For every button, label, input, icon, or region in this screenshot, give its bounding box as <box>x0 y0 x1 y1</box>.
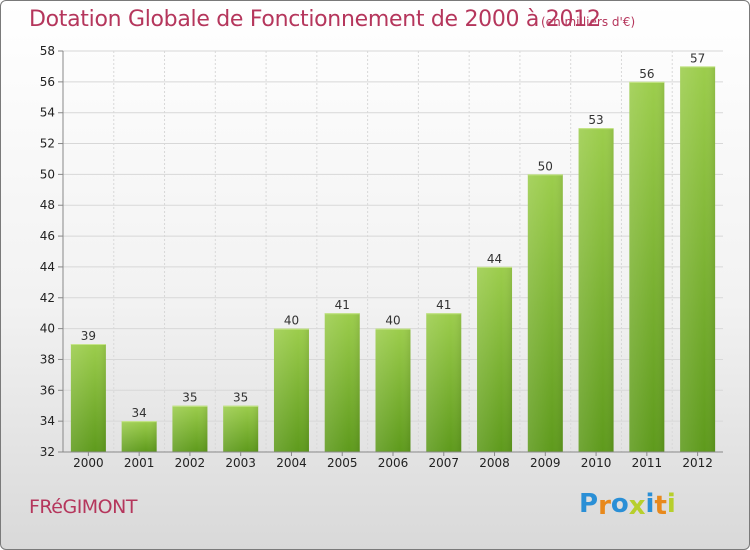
y-tick-label: 44 <box>40 260 55 274</box>
x-tick-label: 2010 <box>581 456 612 470</box>
logo-letter: x <box>628 491 646 521</box>
x-tick-label: 2004 <box>276 456 307 470</box>
x-tick-label: 2011 <box>632 456 663 470</box>
bar-shade <box>629 81 665 452</box>
y-tick-label: 40 <box>40 322 55 336</box>
x-tick-label: 2007 <box>428 456 459 470</box>
y-tick-label: 58 <box>40 44 55 58</box>
y-tick-label: 38 <box>40 352 55 366</box>
y-tick-label: 46 <box>40 229 55 243</box>
commune-name: FRéGIMONT <box>29 496 137 518</box>
logo-letter: o <box>610 489 629 519</box>
bar-shade <box>375 328 411 452</box>
bar-shade <box>121 421 157 452</box>
y-tick-label: 50 <box>40 167 55 181</box>
data-label: 35 <box>182 391 197 405</box>
x-tick-label: 2009 <box>530 456 561 470</box>
y-tick-label: 32 <box>40 445 55 459</box>
bar-shade <box>70 344 106 452</box>
bar-shade <box>680 66 716 452</box>
logo-letter: r <box>598 491 611 521</box>
logo-letter: i <box>645 489 655 519</box>
bar-shade <box>527 174 563 452</box>
bar-chart: 39 34 35 35 40 41 40 41 44 50 53 56 57 32 34 36 38 40 42 4… <box>40 44 723 470</box>
x-tick-label: 2003 <box>225 456 256 470</box>
unit-note: (en milliers d'€) <box>541 15 636 29</box>
data-label: 39 <box>81 329 96 343</box>
data-label: 41 <box>436 298 451 312</box>
x-tick-label: 2005 <box>327 456 358 470</box>
bar-shade <box>477 266 513 452</box>
y-tick-label: 36 <box>40 383 55 397</box>
data-label: 57 <box>690 51 705 65</box>
data-label: 40 <box>284 314 299 328</box>
x-tick-label: 2001 <box>124 456 155 470</box>
bar-shade <box>324 313 360 452</box>
data-label: 40 <box>385 314 400 328</box>
x-tick-label: 2008 <box>479 456 510 470</box>
bars: 39 34 35 35 40 41 40 41 44 50 53 56 57 <box>70 51 716 452</box>
x-tick-label: 2012 <box>682 456 713 470</box>
logo-letter: t <box>654 491 667 521</box>
bar-shade <box>223 405 259 452</box>
bar-shade <box>426 313 462 452</box>
y-tick-label: 48 <box>40 198 55 212</box>
bar-shade <box>273 328 309 452</box>
y-tick-label: 56 <box>40 75 55 89</box>
x-tick-label: 2006 <box>378 456 409 470</box>
proxiti-logo: Proxiti <box>579 489 676 521</box>
data-label: 50 <box>538 159 553 173</box>
data-label: 53 <box>588 113 603 127</box>
data-label: 56 <box>639 67 654 81</box>
bar-shade <box>578 128 614 452</box>
bar-shade <box>172 405 208 452</box>
y-tick-label: 54 <box>40 106 55 120</box>
data-label: 41 <box>335 298 350 312</box>
logo-letter: P <box>579 489 599 519</box>
y-tick-label: 42 <box>40 291 55 305</box>
y-tick-label: 52 <box>40 137 55 151</box>
x-tick-label: 2000 <box>73 456 104 470</box>
data-label: 44 <box>487 252 502 266</box>
y-tick-label: 34 <box>40 414 55 428</box>
logo-letter: i <box>666 489 676 519</box>
data-label: 35 <box>233 391 248 405</box>
chart-title: Dotation Globale de Fonctionnement de 20… <box>29 7 601 32</box>
axes: 32 34 36 38 40 42 44 46 48 50 52 54 56 58 2000 2001 2002… <box>40 44 723 470</box>
x-tick-label: 2002 <box>175 456 206 470</box>
data-label: 34 <box>132 406 147 420</box>
